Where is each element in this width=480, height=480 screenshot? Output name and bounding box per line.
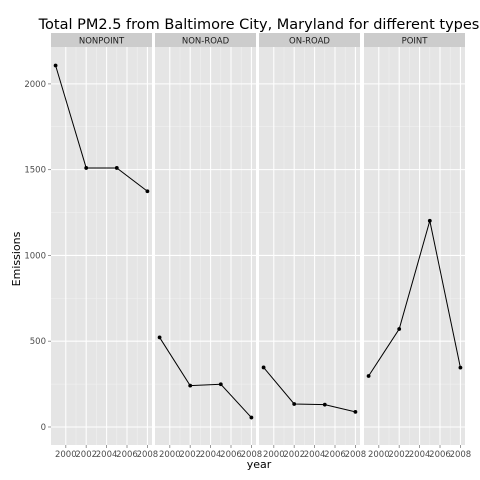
x-tick-label: 2002 bbox=[75, 450, 97, 460]
facet-panel-point: POINT bbox=[364, 33, 465, 445]
x-tick-label: 2008 bbox=[450, 450, 472, 460]
x-tick-label: 2008 bbox=[345, 450, 367, 460]
facet-strip-label: ON-ROAD bbox=[289, 37, 330, 47]
facet-panel-nonpoint: NONPOINT bbox=[51, 33, 152, 445]
x-tick-label: 2000 bbox=[263, 450, 285, 460]
data-point bbox=[427, 218, 432, 223]
facet-strip bbox=[259, 33, 360, 47]
data-point bbox=[249, 415, 254, 420]
x-tick-label: 2004 bbox=[409, 450, 431, 460]
x-tick-label: 2002 bbox=[179, 450, 201, 460]
data-point bbox=[114, 166, 119, 170]
x-tick-label: 2006 bbox=[429, 450, 451, 460]
panel-background bbox=[259, 47, 360, 445]
x-tick-label: 2004 bbox=[304, 450, 326, 460]
facet-strip-label: NON-ROAD bbox=[182, 37, 230, 47]
series-line-nonpoint bbox=[55, 65, 148, 192]
series-line-non-road bbox=[159, 337, 252, 418]
y-axis-title: Emissions bbox=[10, 231, 23, 286]
y-axis: 0 500 1000 1500 2000 bbox=[24, 80, 51, 433]
x-tick-label: 2002 bbox=[283, 450, 305, 460]
data-point bbox=[218, 382, 223, 387]
x-tick-label: 2004 bbox=[200, 450, 222, 460]
x-tick-label: 2006 bbox=[324, 450, 346, 460]
data-point bbox=[261, 365, 266, 370]
data-point bbox=[84, 166, 89, 170]
facet-strip-label: POINT bbox=[402, 37, 429, 47]
panel-background bbox=[155, 47, 256, 445]
x-tick-label: 2000 bbox=[159, 450, 181, 460]
x-axis-title: year bbox=[247, 458, 272, 471]
x-tick-label: 2008 bbox=[241, 450, 263, 460]
data-point bbox=[145, 189, 150, 194]
data-point bbox=[353, 409, 358, 414]
facet-panels: NONPOINT NON-ROAD ON-ROAD POINT bbox=[51, 33, 465, 445]
data-point bbox=[322, 402, 327, 407]
series-line-point bbox=[368, 220, 461, 377]
series-line-on-road bbox=[263, 367, 356, 413]
data-point bbox=[366, 374, 371, 378]
facet-panel-on-road: ON-ROAD bbox=[259, 33, 360, 445]
x-tick-label: 2002 bbox=[388, 450, 410, 460]
y-tick-label: 500 bbox=[30, 337, 46, 347]
facet-panel-non-road: NON-ROAD bbox=[155, 33, 256, 445]
x-tick-label: 2008 bbox=[137, 450, 159, 460]
data-point bbox=[397, 327, 402, 331]
data-point bbox=[188, 383, 193, 388]
data-point bbox=[53, 63, 58, 68]
facet-strip-label: NONPOINT bbox=[79, 37, 125, 47]
x-tick-label: 2006 bbox=[220, 450, 242, 460]
chart-title: Total PM2.5 from Baltimore City, Marylan… bbox=[38, 17, 480, 33]
y-tick-label: 1500 bbox=[24, 166, 46, 176]
facet-strip bbox=[364, 33, 465, 47]
x-tick-label: 2004 bbox=[96, 450, 118, 460]
x-tick-label: 2000 bbox=[55, 450, 77, 460]
y-tick-label: 2000 bbox=[24, 80, 46, 90]
facet-strip bbox=[51, 33, 152, 47]
panel-background bbox=[364, 47, 465, 445]
data-point bbox=[157, 335, 162, 340]
facet-strip bbox=[155, 33, 256, 47]
data-point bbox=[458, 365, 463, 370]
y-tick-label: 0 bbox=[41, 423, 46, 433]
panel-background bbox=[51, 47, 152, 445]
y-tick-label: 1000 bbox=[24, 251, 46, 261]
x-tick-label: 2006 bbox=[116, 450, 138, 460]
data-point bbox=[292, 402, 297, 406]
x-tick-label: 2000 bbox=[368, 450, 390, 460]
